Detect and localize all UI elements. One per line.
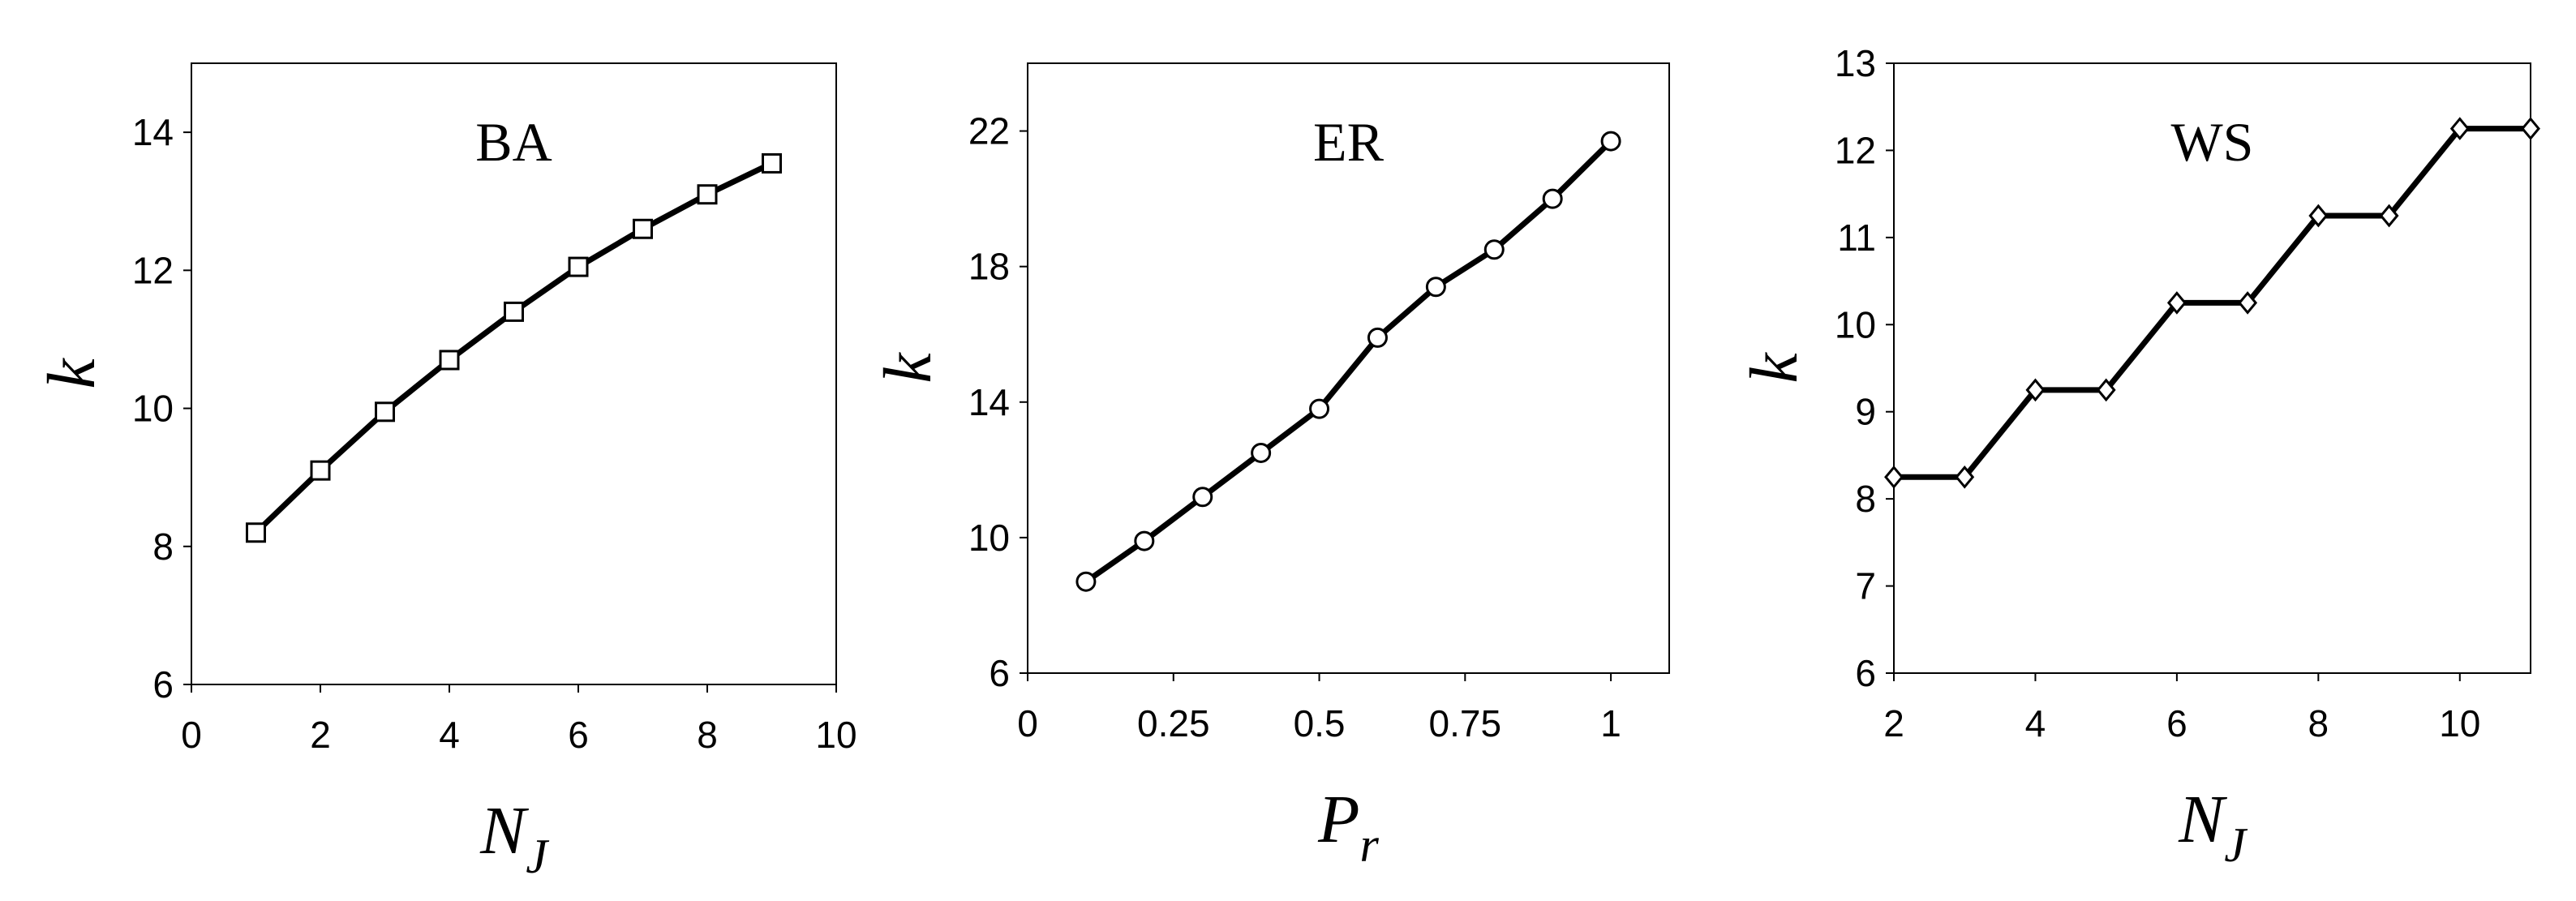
y-tick-label: 6 bbox=[989, 652, 1010, 694]
marker bbox=[1600, 131, 1621, 152]
x-axis-label-main: N bbox=[479, 793, 529, 869]
chart-title: BA bbox=[475, 111, 552, 173]
y-tick-label: 9 bbox=[1855, 391, 1876, 433]
marker bbox=[697, 184, 718, 205]
x-tick-label: 8 bbox=[697, 714, 718, 756]
series-line bbox=[1084, 139, 1613, 585]
y-tick-label: 14 bbox=[968, 381, 1010, 423]
x-axis-label-main: P bbox=[1317, 782, 1359, 857]
marker bbox=[2521, 117, 2540, 140]
marker bbox=[1251, 442, 1272, 463]
marker bbox=[1367, 327, 1388, 348]
x-tick-label: 0.5 bbox=[1294, 702, 1346, 744]
marker bbox=[1075, 571, 1097, 592]
chart-title: WS bbox=[2171, 111, 2254, 173]
series-line bbox=[254, 161, 774, 535]
plot-frame bbox=[191, 62, 837, 685]
x-tick-label: 6 bbox=[2166, 702, 2187, 744]
y-tick-label: 10 bbox=[132, 388, 174, 430]
marker bbox=[633, 218, 653, 239]
y-tick-label: 14 bbox=[132, 111, 174, 153]
x-axis-label-main: N bbox=[2178, 782, 2227, 857]
y-tick-label: 11 bbox=[1837, 217, 1876, 259]
marker bbox=[504, 301, 524, 322]
x-tick-label: 4 bbox=[2025, 702, 2046, 744]
marker bbox=[2379, 204, 2399, 228]
x-tick-label: 8 bbox=[2308, 702, 2329, 744]
y-tick-label: 13 bbox=[1835, 42, 1876, 84]
marker bbox=[568, 256, 589, 277]
y-tick-label: 6 bbox=[1855, 652, 1876, 694]
plot-frame bbox=[1893, 62, 2531, 674]
x-axis-label: NJ bbox=[479, 793, 549, 883]
x-tick-label: 4 bbox=[439, 714, 460, 756]
marker bbox=[2449, 117, 2470, 140]
marker bbox=[439, 350, 460, 371]
x-axis-label-sub: r bbox=[1359, 818, 1379, 872]
chart-title: ER bbox=[1313, 111, 1385, 173]
marker bbox=[2166, 291, 2187, 315]
marker bbox=[1542, 188, 1563, 209]
y-tick-label: 10 bbox=[1835, 303, 1876, 345]
marker bbox=[1884, 465, 1904, 489]
y-tick-label: 8 bbox=[1855, 478, 1876, 520]
x-tick-label: 10 bbox=[2439, 702, 2480, 744]
marker bbox=[762, 152, 782, 174]
marker bbox=[310, 460, 331, 481]
x-axis-label-sub: J bbox=[526, 830, 549, 883]
marker bbox=[1425, 277, 1446, 298]
y-tick-label: 22 bbox=[968, 110, 1010, 152]
y-tick-label: 12 bbox=[1835, 129, 1876, 171]
x-tick-label: 2 bbox=[1883, 702, 1904, 744]
series-line bbox=[1894, 126, 2531, 480]
marker bbox=[1309, 398, 1330, 419]
x-axis-label-sub: J bbox=[2224, 818, 2248, 872]
marker bbox=[2096, 378, 2116, 402]
x-tick-label: 0 bbox=[181, 714, 202, 756]
y-tick-label: 8 bbox=[152, 526, 174, 568]
y-tick-label: 6 bbox=[152, 663, 174, 706]
marker bbox=[2025, 378, 2046, 402]
plot-frame bbox=[1027, 62, 1670, 674]
x-tick-label: 1 bbox=[1600, 702, 1621, 744]
y-tick-label: 10 bbox=[968, 517, 1010, 559]
x-axis-label: Pr bbox=[1317, 782, 1379, 872]
x-axis-label: NJ bbox=[2178, 782, 2248, 872]
marker bbox=[375, 401, 395, 423]
marker bbox=[1134, 530, 1155, 551]
marker bbox=[2238, 291, 2258, 315]
marker bbox=[1955, 465, 1975, 489]
y-axis-label: k bbox=[870, 352, 946, 384]
marker bbox=[1483, 239, 1505, 260]
x-tick-label: 6 bbox=[568, 714, 589, 756]
y-axis-label: k bbox=[34, 358, 109, 389]
x-tick-label: 0.25 bbox=[1137, 702, 1210, 744]
x-tick-label: 10 bbox=[815, 714, 857, 756]
marker bbox=[2308, 204, 2329, 228]
y-axis-label: k bbox=[1737, 352, 1812, 384]
marker bbox=[1192, 487, 1213, 508]
y-tick-label: 18 bbox=[968, 246, 1010, 288]
y-tick-label: 12 bbox=[132, 249, 174, 291]
y-tick-label: 7 bbox=[1855, 565, 1876, 607]
x-tick-label: 0.75 bbox=[1429, 702, 1502, 744]
marker bbox=[246, 522, 266, 543]
x-tick-label: 2 bbox=[310, 714, 331, 756]
x-tick-label: 0 bbox=[1017, 702, 1038, 744]
